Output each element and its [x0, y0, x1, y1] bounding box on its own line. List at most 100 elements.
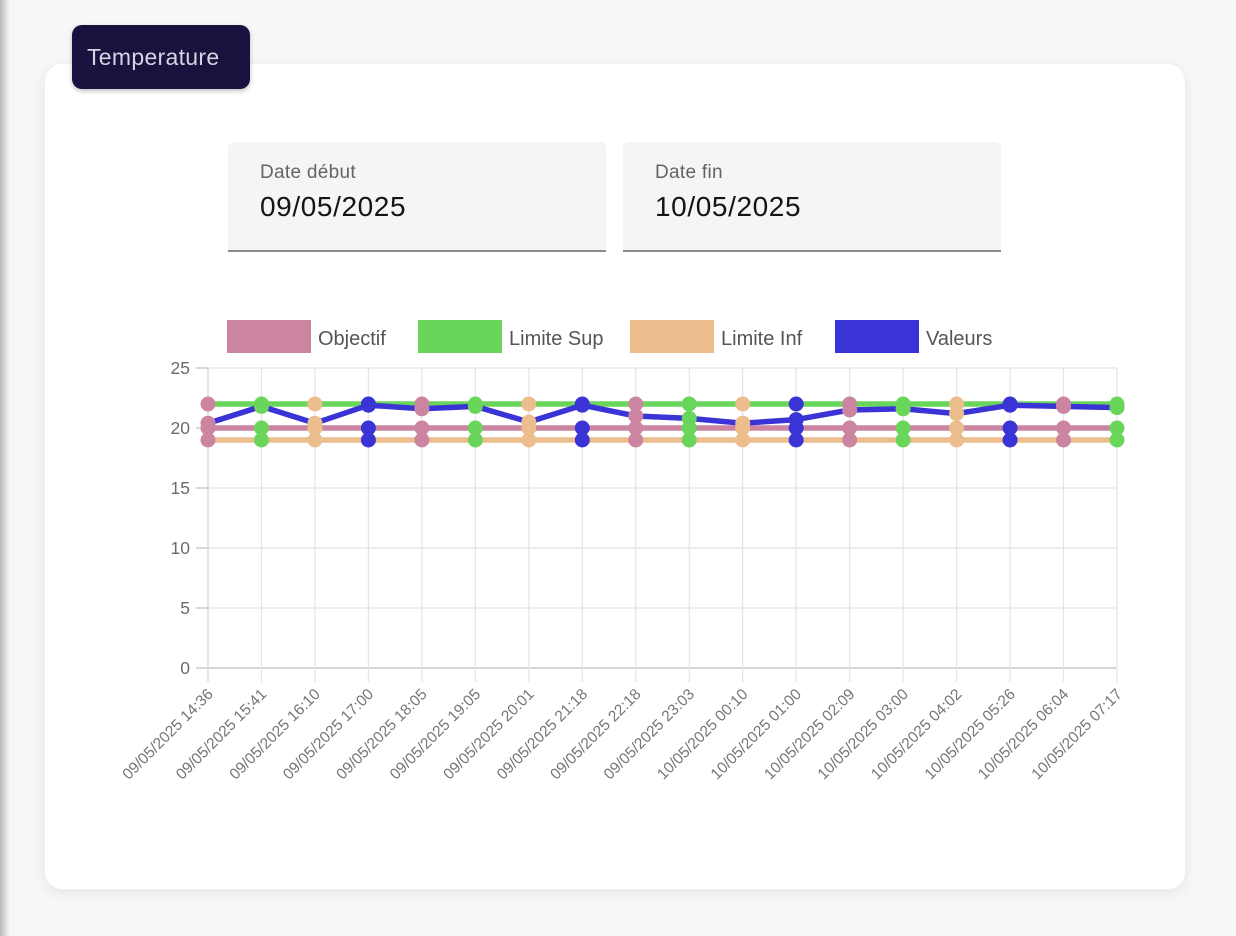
data-point-limite-inf[interactable] [1002, 432, 1018, 448]
data-point-limite-inf[interactable] [467, 432, 483, 448]
date-end-input[interactable]: 10/05/2025 [655, 191, 802, 222]
data-point-limite-inf[interactable] [574, 432, 590, 448]
data-point-limite-sup[interactable] [681, 396, 697, 412]
data-point-limite-inf[interactable] [360, 432, 376, 448]
legend-item-limite-sup[interactable]: Limite Sup [418, 320, 604, 353]
x-axis-tick-label: 10/05/2025 04:02 [868, 686, 965, 783]
x-axis-tick-label: 09/05/2025 21:18 [494, 686, 591, 783]
data-point-valeurs[interactable] [574, 397, 590, 413]
data-point-limite-inf[interactable] [414, 432, 430, 448]
data-point-limite-inf[interactable] [521, 432, 537, 448]
data-point-objectif[interactable] [253, 420, 269, 436]
data-point-valeurs[interactable] [949, 406, 965, 422]
data-point-objectif[interactable] [414, 420, 430, 436]
data-point-limite-inf[interactable] [200, 432, 216, 448]
date-start-label: Date début [260, 162, 356, 183]
legend-label: Valeurs [926, 328, 992, 350]
date-start-field[interactable]: Date début 09/05/2025 [228, 142, 606, 252]
chart-title-badge: Temperature [72, 25, 250, 89]
data-point-valeurs[interactable] [467, 398, 483, 414]
legend-label: Limite Inf [721, 328, 803, 350]
data-point-valeurs[interactable] [895, 401, 911, 417]
legend-swatch [227, 320, 311, 353]
data-point-valeurs[interactable] [842, 402, 858, 418]
data-point-objectif[interactable] [895, 420, 911, 436]
x-axis-tick-label: 10/05/2025 02:09 [761, 686, 858, 783]
data-point-valeurs[interactable] [253, 398, 269, 414]
x-axis-tick-label: 10/05/2025 05:26 [922, 686, 1019, 783]
data-point-valeurs[interactable] [628, 408, 644, 424]
data-point-limite-inf[interactable] [895, 432, 911, 448]
y-axis-tick-label: 10 [171, 538, 191, 558]
y-axis-tick-label: 25 [171, 358, 190, 378]
date-start-input[interactable]: 09/05/2025 [260, 191, 407, 222]
x-axis-tick-label: 10/05/2025 00:10 [654, 686, 752, 784]
data-point-limite-sup[interactable] [200, 396, 216, 412]
data-point-objectif[interactable] [842, 420, 858, 436]
data-point-valeurs[interactable] [1056, 398, 1072, 414]
series-line-valeurs [205, 402, 1120, 426]
data-point-limite-sup[interactable] [735, 396, 751, 412]
data-point-objectif[interactable] [574, 420, 590, 436]
data-point-valeurs[interactable] [1002, 397, 1018, 413]
x-axis-tick-label: 10/05/2025 01:00 [708, 686, 806, 784]
data-point-valeurs[interactable] [414, 401, 430, 417]
data-point-objectif[interactable] [1002, 420, 1018, 436]
y-axis-tick-label: 20 [171, 418, 191, 438]
x-axis-tick-label: 09/05/2025 17:00 [280, 686, 378, 784]
data-point-limite-inf[interactable] [307, 432, 323, 448]
x-axis-tick-label: 10/05/2025 06:04 [975, 686, 1073, 784]
x-axis-tick-label: 09/05/2025 18:05 [333, 686, 430, 783]
data-point-objectif[interactable] [949, 420, 965, 436]
data-point-valeurs[interactable] [360, 397, 376, 413]
data-point-limite-inf[interactable] [253, 432, 269, 448]
data-point-objectif[interactable] [1109, 420, 1125, 436]
x-axis-tick-label: 09/05/2025 15:41 [173, 686, 270, 783]
data-point-valeurs[interactable] [681, 410, 697, 426]
legend-label: Objectif [318, 328, 386, 350]
data-point-limite-inf[interactable] [735, 432, 751, 448]
data-point-objectif[interactable] [467, 420, 483, 436]
data-point-limite-inf[interactable] [788, 432, 804, 448]
data-point-valeurs[interactable] [1109, 400, 1125, 416]
data-point-limite-sup[interactable] [788, 396, 804, 412]
data-point-limite-sup[interactable] [628, 396, 644, 412]
x-axis-tick-label: 09/05/2025 20:01 [440, 686, 537, 783]
y-axis-tick-label: 0 [180, 658, 190, 678]
data-point-valeurs[interactable] [788, 412, 804, 428]
legend-label: Limite Sup [509, 328, 604, 350]
data-point-limite-inf[interactable] [1109, 432, 1125, 448]
data-point-limite-inf[interactable] [842, 432, 858, 448]
data-point-valeurs[interactable] [200, 415, 216, 431]
y-axis-tick-label: 5 [180, 598, 190, 618]
legend-item-limite-inf[interactable]: Limite Inf [630, 320, 803, 353]
x-axis-tick-label: 10/05/2025 07:17 [1028, 686, 1125, 783]
data-point-objectif[interactable] [360, 420, 376, 436]
legend-item-objectif[interactable]: Objectif [227, 320, 386, 353]
data-point-limite-sup[interactable] [307, 396, 323, 412]
data-point-limite-inf[interactable] [628, 432, 644, 448]
data-point-limite-sup[interactable] [521, 396, 537, 412]
data-point-valeurs[interactable] [735, 415, 751, 431]
data-point-limite-inf[interactable] [1056, 432, 1072, 448]
date-end-label: Date fin [655, 162, 723, 183]
legend-item-valeurs[interactable]: Valeurs [835, 320, 992, 353]
x-axis-tick-label: 09/05/2025 16:10 [226, 686, 324, 784]
date-end-field[interactable]: Date fin 10/05/2025 [623, 142, 1001, 252]
data-point-limite-inf[interactable] [681, 432, 697, 448]
legend-swatch [630, 320, 714, 353]
data-point-objectif[interactable] [628, 420, 644, 436]
data-point-objectif[interactable] [1056, 420, 1072, 436]
data-point-valeurs[interactable] [307, 415, 323, 431]
x-axis-tick-label: 10/05/2025 03:00 [815, 686, 913, 784]
x-axis-tick-label: 09/05/2025 14:36 [119, 686, 216, 783]
x-axis-tick-label: 09/05/2025 22:18 [547, 686, 644, 783]
legend-swatch [835, 320, 919, 353]
y-axis-tick-label: 15 [171, 478, 190, 498]
x-axis-tick-label: 09/05/2025 19:05 [387, 686, 484, 783]
data-point-limite-inf[interactable] [949, 432, 965, 448]
data-point-valeurs[interactable] [521, 414, 537, 430]
scrollbar-track[interactable] [0, 0, 10, 936]
